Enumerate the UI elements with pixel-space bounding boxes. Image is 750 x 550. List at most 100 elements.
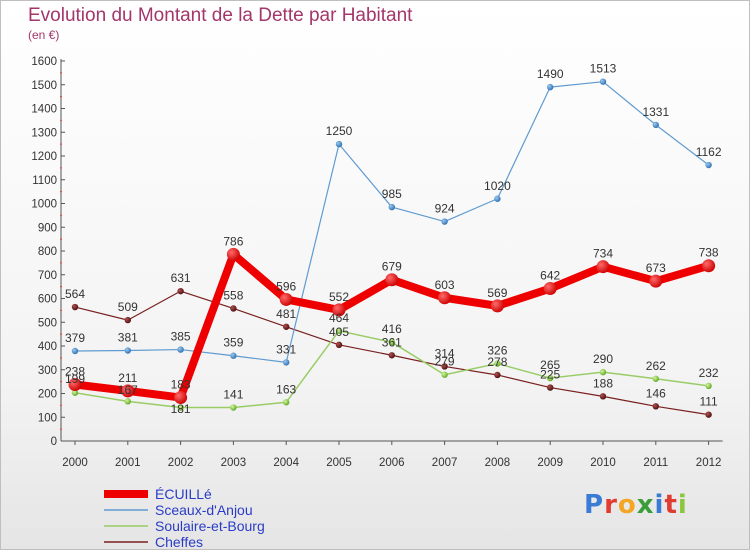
y-tick-label: 400 xyxy=(38,341,57,353)
legend: ÉCUILLéSceaux-d'AnjouSoulaire-et-BourgCh… xyxy=(104,486,265,549)
y-tick-label: 1600 xyxy=(31,56,57,68)
data-label-ecuille: 673 xyxy=(646,261,666,275)
data-label-cheffes: 631 xyxy=(171,271,191,285)
y-tick-label: 100 xyxy=(38,412,57,424)
data-point-soulaire-et-bourg xyxy=(124,398,131,405)
logo-letter: t xyxy=(664,490,678,520)
data-point-ecuille xyxy=(649,274,663,288)
data-point-ecuille xyxy=(174,391,188,405)
data-point-cheffes xyxy=(547,384,554,391)
data-point-sceaux-d-anjou xyxy=(283,359,290,366)
data-label-ecuille: 569 xyxy=(487,286,507,300)
data-label-cheffes: 278 xyxy=(487,355,507,369)
data-point-sceaux-d-anjou xyxy=(494,195,501,202)
data-point-cheffes xyxy=(124,316,131,324)
legend-label-soulaire-et-bourg: Soulaire-et-Bourg xyxy=(155,518,265,534)
data-point-sceaux-d-anjou xyxy=(177,346,184,353)
data-label-soulaire-et-bourg: 279 xyxy=(435,355,455,369)
x-tick-label: 2005 xyxy=(326,457,352,469)
data-point-soulaire-et-bourg xyxy=(652,375,659,382)
data-label-soulaire-et-bourg: 416 xyxy=(382,322,402,336)
data-label-cheffes: 225 xyxy=(540,368,560,382)
x-tick-label: 2001 xyxy=(115,457,141,469)
y-tick-label: 800 xyxy=(38,246,57,258)
data-point-soulaire-et-bourg xyxy=(388,339,395,346)
data-point-soulaire-et-bourg xyxy=(283,399,290,406)
data-label-sceaux-d-anjou: 381 xyxy=(118,331,138,345)
data-label-ecuille: 679 xyxy=(382,260,402,274)
y-tick-label: 300 xyxy=(38,365,57,377)
data-point-cheffes xyxy=(441,363,448,370)
x-tick-label: 2003 xyxy=(221,457,247,469)
data-point-cheffes xyxy=(283,323,290,330)
data-label-ecuille: 603 xyxy=(435,278,455,292)
data-label-cheffes: 111 xyxy=(699,395,718,409)
data-label-cheffes: 558 xyxy=(223,288,243,302)
data-label-overlap: 199 xyxy=(65,372,85,386)
y-tick-label: 200 xyxy=(38,389,57,401)
data-label-overlap: 167 xyxy=(118,383,138,397)
series-lines xyxy=(68,78,716,418)
data-label-ecuille: 183 xyxy=(171,378,191,392)
data-label-cheffes: 564 xyxy=(65,287,85,301)
data-point-sceaux-d-anjou xyxy=(388,203,395,211)
x-tick-label: 2007 xyxy=(432,457,458,469)
data-label-ecuille: 552 xyxy=(329,290,349,304)
x-tick-label: 2011 xyxy=(643,457,668,469)
y-axis-minor-dot xyxy=(60,428,62,431)
axes: 0 100 200 300 400 500 600 700 800 900 1000 1100 1200… xyxy=(31,56,723,469)
data-point-soulaire-et-bourg xyxy=(705,382,712,390)
data-point-soulaire-et-bourg xyxy=(335,327,343,334)
y-axis-minor-dot xyxy=(60,119,62,122)
y-tick-label: 0 xyxy=(51,436,57,448)
data-label-sceaux-d-anjou: 1513 xyxy=(590,62,617,76)
y-tick-label: 500 xyxy=(38,317,57,329)
data-label-ecuille: 238 xyxy=(65,364,85,378)
data-label-soulaire-et-bourg: 262 xyxy=(646,359,666,373)
data-point-ecuille xyxy=(702,259,716,273)
data-label-ecuille: 734 xyxy=(593,247,613,261)
logo-letter: o xyxy=(617,490,637,520)
data-label-cheffes: 509 xyxy=(118,300,138,314)
data-point-sceaux-d-anjou xyxy=(705,161,712,169)
y-tick-label: 900 xyxy=(38,222,57,234)
data-label-cheffes: 481 xyxy=(276,307,296,321)
data-label-sceaux-d-anjou: 1250 xyxy=(326,124,353,138)
data-point-soulaire-et-bourg xyxy=(599,368,607,376)
data-label-sceaux-d-anjou: 924 xyxy=(435,202,455,216)
y-axis-minor-dot xyxy=(60,261,62,264)
data-label-soulaire-et-bourg: 232 xyxy=(699,366,719,380)
data-point-sceaux-d-anjou xyxy=(335,140,343,148)
legend-label-cheffes: Cheffes xyxy=(155,534,203,549)
data-point-sceaux-d-anjou xyxy=(124,347,131,354)
y-axis-minor-dot xyxy=(60,238,62,241)
data-label-soulaire-et-bourg: 141 xyxy=(223,388,243,402)
series-line-sceaux-d-anjou xyxy=(74,81,710,363)
data-label-sceaux-d-anjou: 379 xyxy=(65,331,85,345)
data-point-sceaux-d-anjou xyxy=(599,78,607,85)
data-point-sceaux-d-anjou xyxy=(71,347,79,355)
y-axis-minor-dot xyxy=(60,95,62,98)
y-tick-label: 1500 xyxy=(31,80,57,92)
x-tick-label: 2009 xyxy=(537,457,563,469)
data-point-ecuille xyxy=(279,292,293,306)
logo-letter: r xyxy=(604,490,618,520)
x-tick-label: 2010 xyxy=(590,457,616,469)
data-point-sceaux-d-anjou xyxy=(230,352,237,359)
y-axis-minor-dot xyxy=(60,190,62,193)
data-point-ecuille xyxy=(332,303,346,317)
logo-letter: i xyxy=(654,490,665,520)
x-tick-label: 2000 xyxy=(62,457,88,469)
data-point-soulaire-et-bourg xyxy=(177,404,184,411)
data-point-ecuille xyxy=(121,384,135,398)
data-point-cheffes xyxy=(71,303,79,311)
data-label-ecuille: 738 xyxy=(699,246,719,260)
data-point-cheffes xyxy=(705,411,712,418)
data-point-cheffes xyxy=(652,403,659,410)
data-point-cheffes xyxy=(599,393,607,400)
data-labels: 564 509 631 558 481 405 361 314 278 225 188 146 111 1… xyxy=(65,62,722,416)
data-label-soulaire-et-bourg: 326 xyxy=(487,344,507,358)
y-axis-minor-dot xyxy=(60,356,62,359)
legend-label-ecuille: ÉCUILLé xyxy=(155,486,212,502)
